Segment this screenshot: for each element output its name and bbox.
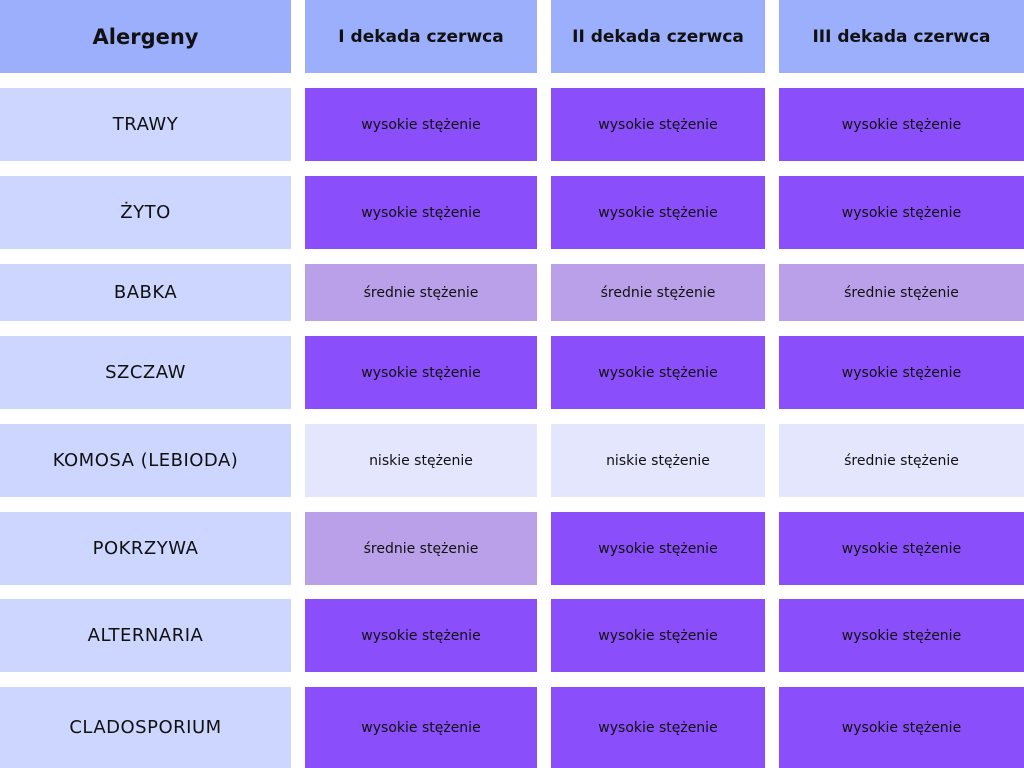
- table-row: POKRZYWA średnie stężenie wysokie stężen…: [0, 512, 1024, 585]
- header-cell: III dekada czerwca: [779, 0, 1024, 73]
- allergen: ALTERNARIA: [0, 599, 291, 672]
- level-cell: wysokie stężenie: [305, 176, 537, 249]
- allergen: BABKA: [0, 264, 291, 321]
- allergen: CLADOSPORIUM: [0, 687, 291, 768]
- level-cell: wysokie stężenie: [305, 88, 537, 161]
- level-cell: wysokie stężenie: [305, 687, 537, 768]
- level-cell: wysokie stężenie: [305, 599, 537, 672]
- table-row: SZCZAW wysokie stężenie wysokie stężenie…: [0, 336, 1024, 409]
- header-row: Alergeny I dekada czerwca II dekada czer…: [0, 0, 1024, 73]
- allergen: SZCZAW: [0, 336, 291, 409]
- header-cell: I dekada czerwca: [305, 0, 537, 73]
- level-cell: średnie stężenie: [779, 264, 1024, 321]
- level-cell: wysokie stężenie: [779, 599, 1024, 672]
- allergen: POKRZYWA: [0, 512, 291, 585]
- level-cell: wysokie stężenie: [779, 336, 1024, 409]
- table-row: KOMOSA (LEBIODA) niskie stężenie niskie …: [0, 424, 1024, 497]
- level-cell: wysokie stężenie: [779, 88, 1024, 161]
- level-cell: wysokie stężenie: [551, 176, 765, 249]
- level-cell: wysokie stężenie: [551, 599, 765, 672]
- header-cell: II dekada czerwca: [551, 0, 765, 73]
- table-row: CLADOSPORIUM wysokie stężenie wysokie st…: [0, 687, 1024, 768]
- level-cell: średnie stężenie: [551, 264, 765, 321]
- level-cell: wysokie stężenie: [551, 88, 765, 161]
- table-row: TRAWY wysokie stężenie wysokie stężenie …: [0, 88, 1024, 161]
- level-cell: wysokie stężenie: [551, 687, 765, 768]
- level-cell: niskie stężenie: [551, 424, 765, 497]
- level-cell: wysokie stężenie: [779, 687, 1024, 768]
- header-cell: Alergeny: [0, 0, 291, 73]
- level-cell: wysokie stężenie: [305, 336, 537, 409]
- table-row: ŻYTO wysokie stężenie wysokie stężenie w…: [0, 176, 1024, 249]
- table-row: ALTERNARIA wysokie stężenie wysokie stęż…: [0, 599, 1024, 672]
- level-cell: średnie stężenie: [305, 512, 537, 585]
- allergen: TRAWY: [0, 88, 291, 161]
- allergen: ŻYTO: [0, 176, 291, 249]
- level-cell: wysokie stężenie: [779, 176, 1024, 249]
- level-cell: średnie stężenie: [305, 264, 537, 321]
- allergen: KOMOSA (LEBIODA): [0, 424, 291, 497]
- level-cell: średnie stężenie: [779, 424, 1024, 497]
- level-cell: wysokie stężenie: [551, 512, 765, 585]
- level-cell: wysokie stężenie: [779, 512, 1024, 585]
- level-cell: wysokie stężenie: [551, 336, 765, 409]
- level-cell: niskie stężenie: [305, 424, 537, 497]
- table-row: BABKA średnie stężenie średnie stężenie …: [0, 264, 1024, 321]
